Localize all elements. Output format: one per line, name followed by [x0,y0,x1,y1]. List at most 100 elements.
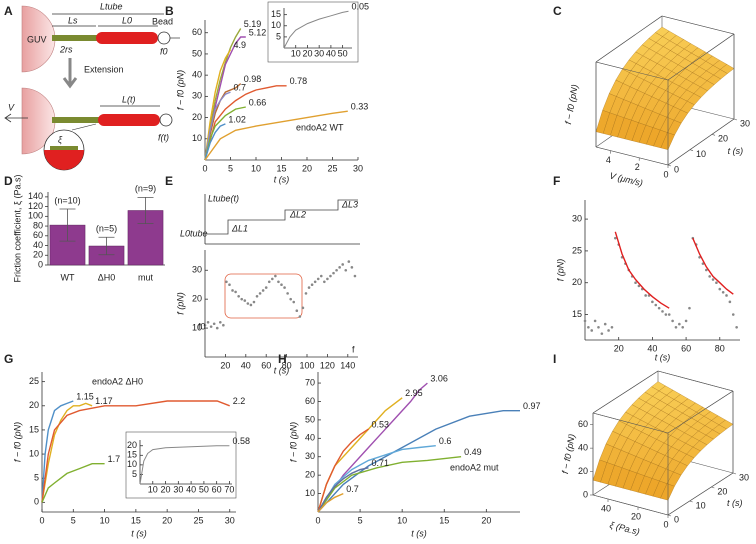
z-axis-label: f − f0 (pN) [563,84,580,125]
y-tick-label: 20 [572,277,582,287]
point [301,306,305,310]
x-tick-label: 60 [212,484,222,494]
x-tick-label: 30 [225,515,235,525]
series-line [614,231,670,309]
y-tick-label: 30 [192,265,202,275]
y-tick-label: 10 [696,500,706,510]
series-label: 1.17 [95,396,113,406]
series-label: 1.02 [228,114,246,124]
series-label: 5.12 [249,27,267,37]
series-line [283,10,349,49]
point [286,292,289,295]
x-tick-label: 40 [326,48,336,58]
y-tick-label: 20 [718,134,728,144]
point [228,283,231,287]
point [614,236,617,240]
point [664,313,668,316]
x-tick-label: 30 [314,48,324,58]
n-label: (n=9) [135,184,156,194]
point [634,281,637,285]
annotation: endoA2 mut [450,462,499,472]
point [661,310,664,313]
point [261,289,265,292]
panel-label: H [278,352,287,366]
point [234,290,237,294]
series-label: 4.9 [234,40,247,50]
point [231,289,234,292]
y-tick-label: 140 [28,191,43,201]
y-tick-label: 60 [33,230,43,240]
tube [52,117,102,123]
point [587,325,590,329]
point [715,281,718,285]
series-line [41,400,74,503]
y-tick-label: 10 [127,459,137,469]
y-tick-label: 10 [271,20,281,30]
x-tick-label: 10 [397,515,407,525]
x-tick-label: 60 [681,343,691,353]
series-line [317,467,369,513]
y-tick-label: 20 [717,486,727,496]
x-tick-label: 5 [358,515,363,525]
y-tick-label: 80 [33,220,43,230]
x-tick-label: 20 [162,515,172,525]
label: L(t) [122,94,136,104]
point [644,294,647,297]
x-tick-label: 40 [241,360,251,370]
series-line [204,28,242,161]
y-tick-label: 25 [29,376,39,386]
label: V [8,102,15,112]
x-tick-label: mut [138,272,154,282]
series-line [41,463,105,503]
series-label: 0.78 [290,76,308,86]
point [203,323,207,327]
z-tick-label: 20 [578,466,588,476]
guv [21,87,56,155]
series-label: 5.19 [244,19,262,29]
series-label: 1.15 [76,391,94,401]
point [731,313,735,316]
arrow [4,113,28,123]
y-tick [711,486,715,489]
y-tick-label: 15 [29,424,39,434]
series-line [317,445,436,513]
point [215,326,219,330]
error-bar [98,236,115,256]
series-label: 0.7 [346,484,359,494]
y-tick-label: 0 [674,164,679,174]
y-tick-label: 5 [276,31,281,41]
y-tick-label: 40 [192,70,202,80]
series-label: 2.95 [405,388,423,398]
point [678,322,681,326]
point [681,325,685,329]
point [225,280,228,284]
box-edge [667,33,735,81]
point [206,320,210,324]
x-tick-label: 0 [202,163,207,173]
x-tick-label: 15 [439,515,449,525]
point [258,292,262,295]
y-tick-label: 30 [739,472,749,482]
series-label: 0.58 [232,436,250,446]
series-label: 1.7 [108,454,121,464]
x-tick-label: 25 [193,515,203,525]
point [295,309,299,313]
point [246,302,250,305]
point [657,306,661,310]
x-tick-label: 40 [186,484,196,494]
x-tick-label: 0 [39,515,44,525]
point [610,325,614,329]
x-tick-label: 0 [663,519,668,529]
point [341,263,345,266]
box-edge [595,61,669,81]
annotation: endoA2 ΔH0 [92,376,143,386]
label: Ls [68,15,78,25]
box-edge [595,146,669,166]
box-edge [657,370,734,392]
x-tick-label: 5 [71,515,76,525]
series-line [317,456,462,513]
point [654,303,658,307]
point [240,297,244,301]
panel-label: F [553,174,560,188]
box-edge [592,370,659,414]
